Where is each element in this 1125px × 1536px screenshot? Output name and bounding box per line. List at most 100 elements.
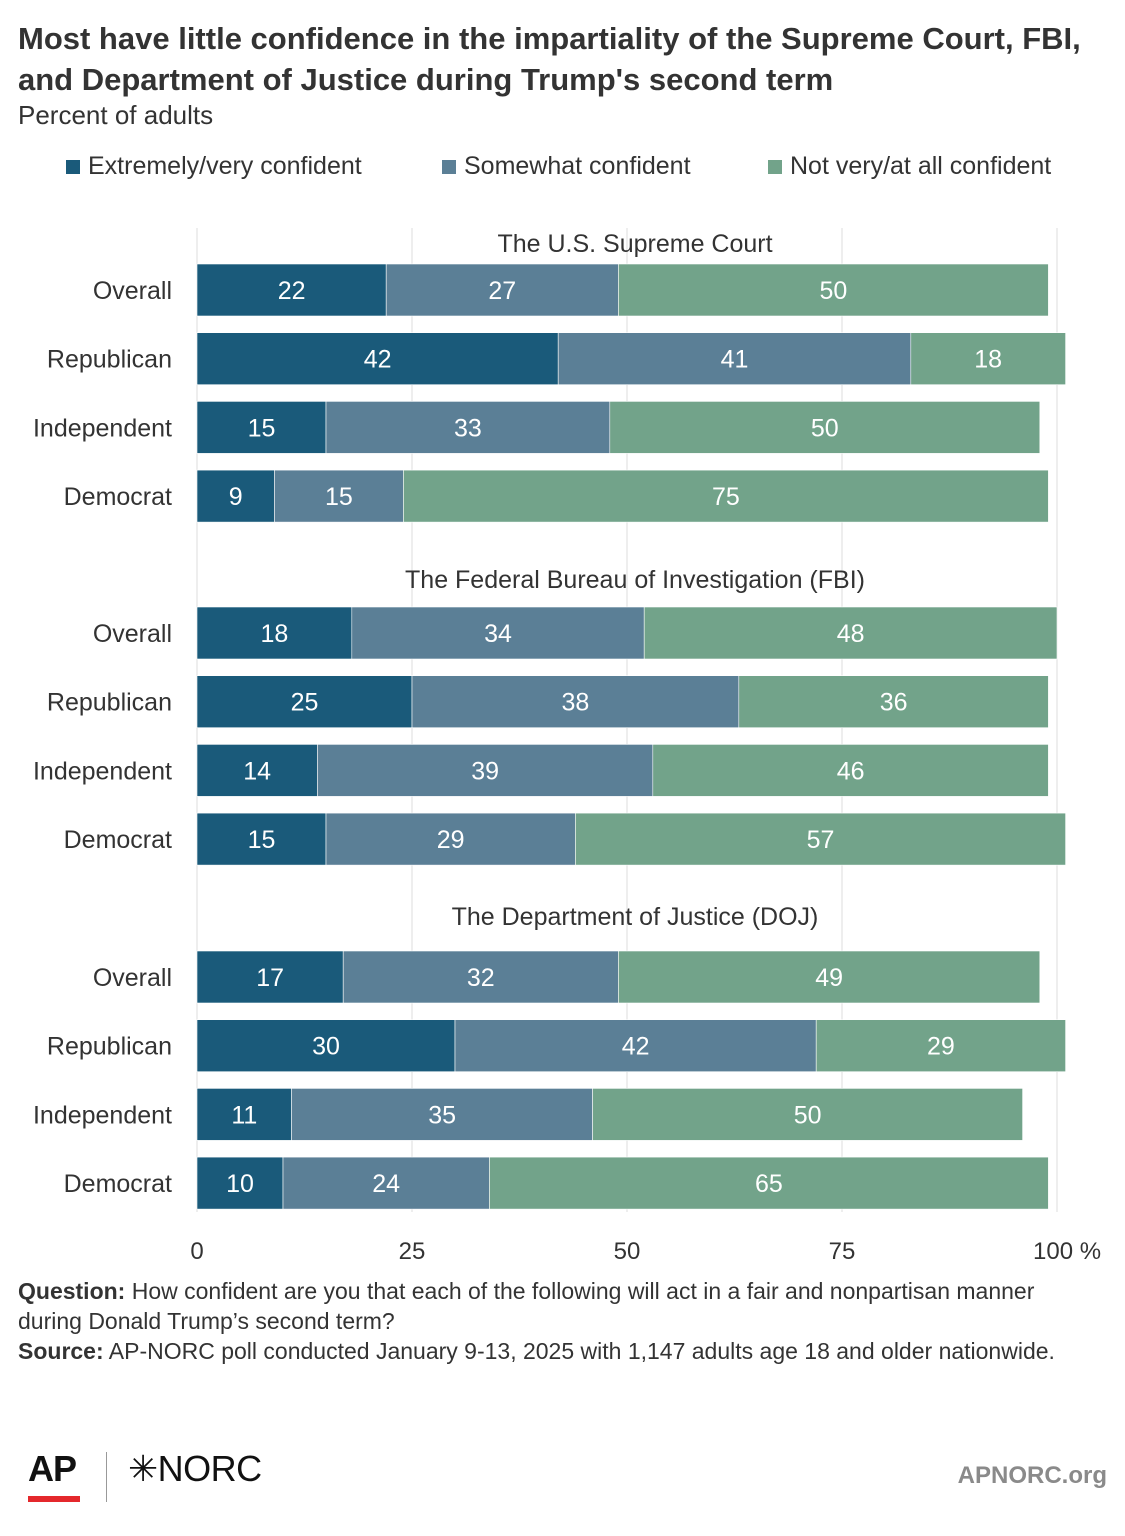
data-label-1-2-2: 46 <box>837 757 865 785</box>
row-label-0-3: Democrat <box>64 483 172 511</box>
data-label-2-3-2: 65 <box>755 1170 783 1198</box>
bar-segment-1-2-1 <box>317 744 654 797</box>
bar-segment-1-2-2 <box>652 744 1049 797</box>
bar-segment-1-1-1 <box>411 675 740 729</box>
bar-segment-2-1-2 <box>815 1019 1066 1073</box>
data-label-1-2-0: 14 <box>243 757 271 785</box>
data-label-2-2-0: 11 <box>231 1101 257 1129</box>
ap-logo-underline <box>28 1496 80 1502</box>
data-label-2-1-2: 29 <box>927 1033 955 1061</box>
legend-swatch-not-very <box>768 159 782 174</box>
bar-segment-0-3-2 <box>403 469 1049 523</box>
data-label-0-2-0: 15 <box>248 414 276 442</box>
data-label-2-1-1: 42 <box>622 1033 650 1061</box>
x-tick-label-100: 100 % <box>1033 1238 1101 1265</box>
row-label-1-0: Overall <box>93 620 172 648</box>
x-tick-label-0: 0 <box>190 1238 203 1265</box>
bar-segment-1-1-2 <box>738 675 1049 729</box>
bar-segment-2-3-2 <box>489 1156 1049 1210</box>
data-label-1-1-0: 25 <box>291 689 319 717</box>
source-label: Source: <box>18 1338 104 1364</box>
data-label-2-2-1: 35 <box>428 1101 456 1129</box>
bar-segment-1-3-1 <box>325 812 576 866</box>
bar-segment-0-2-0 <box>196 401 327 454</box>
data-label-2-1-0: 30 <box>312 1033 340 1061</box>
data-label-1-3-2: 57 <box>807 826 835 854</box>
bar-segment-2-1-1 <box>454 1019 817 1073</box>
legend-label-not-very: Not very/at all confident <box>790 152 1052 180</box>
x-tick-label-25: 25 <box>399 1238 426 1265</box>
x-tick-label-50: 50 <box>614 1238 641 1265</box>
footer: AP ✳NORC APNORC.org <box>0 1440 1125 1510</box>
legend-label-somewhat: Somewhat confident <box>464 152 691 180</box>
data-label-0-0-2: 50 <box>819 277 847 305</box>
group-title-1: The Federal Bureau of Investigation (FBI… <box>405 566 865 594</box>
legend-swatch-somewhat <box>442 159 456 174</box>
legend: Extremely/very confident Somewhat confid… <box>0 152 1125 188</box>
data-label-1-0-2: 48 <box>837 620 865 648</box>
bar-segment-2-0-2 <box>618 950 1041 1004</box>
bar-segment-0-1-2 <box>910 332 1066 386</box>
row-label-0-2: Independent <box>33 414 172 442</box>
data-label-1-1-2: 36 <box>880 689 908 717</box>
bar-segment-2-2-1 <box>291 1088 593 1141</box>
data-label-1-1-1: 38 <box>561 689 589 717</box>
data-label-2-0-0: 17 <box>256 964 284 992</box>
row-label-1-1: Republican <box>47 689 172 717</box>
data-label-0-2-1: 33 <box>454 414 482 442</box>
data-label-1-0-0: 18 <box>260 620 288 648</box>
group-title-2: The Department of Justice (DOJ) <box>452 903 819 931</box>
bar-segment-2-0-1 <box>342 950 619 1004</box>
row-label-0-0: Overall <box>93 277 172 305</box>
data-label-0-1-1: 41 <box>721 346 749 374</box>
data-label-0-2-2: 50 <box>811 414 839 442</box>
bar-segment-2-3-0 <box>196 1156 284 1210</box>
bar-segment-0-2-1 <box>325 401 611 454</box>
question-label: Question: <box>18 1278 126 1304</box>
x-tick-label-75: 75 <box>829 1238 856 1265</box>
data-label-2-0-2: 49 <box>815 964 843 992</box>
data-label-0-3-1: 15 <box>325 483 353 511</box>
bar-segment-0-0-1 <box>385 263 619 317</box>
site-link[interactable]: APNORC.org <box>957 1462 1107 1489</box>
data-label-0-1-2: 18 <box>974 346 1002 374</box>
question-text: How confident are you that each of the f… <box>18 1278 1035 1334</box>
data-label-0-0-1: 27 <box>488 277 516 305</box>
data-label-0-0-0: 22 <box>278 277 306 305</box>
bar-segment-1-1-0 <box>196 675 413 729</box>
data-label-1-0-1: 34 <box>484 620 512 648</box>
logo-divider <box>106 1452 107 1502</box>
legend-item-somewhat: Somewhat confident <box>442 152 691 181</box>
data-label-2-3-0: 10 <box>226 1170 254 1198</box>
data-label-2-2-2: 50 <box>794 1101 822 1129</box>
source-note: Source: AP-NORC poll conducted January 9… <box>18 1336 1078 1366</box>
row-label-2-2: Independent <box>33 1101 172 1129</box>
row-label-0-1: Republican <box>47 346 172 374</box>
data-label-0-1-0: 42 <box>364 346 392 374</box>
bar-segment-0-2-2 <box>609 401 1041 454</box>
legend-item-not-very: Not very/at all confident <box>768 152 1051 181</box>
bar-segment-0-1-1 <box>557 332 912 386</box>
bar-segment-0-3-0 <box>196 469 275 523</box>
bar-segment-0-0-2 <box>618 263 1049 317</box>
legend-swatch-extremely-very <box>66 159 80 174</box>
data-label-2-3-1: 24 <box>372 1170 400 1198</box>
row-label-2-1: Republican <box>47 1033 172 1061</box>
row-label-1-2: Independent <box>33 757 172 785</box>
bar-segment-2-2-2 <box>592 1088 1023 1141</box>
bar-segment-1-0-1 <box>351 606 645 660</box>
group-title-0: The U.S. Supreme Court <box>497 230 772 258</box>
chart-title: Most have little confidence in the impar… <box>18 21 1081 97</box>
chart-subtitle: Percent of adults <box>18 100 214 130</box>
norc-logo: ✳NORC <box>128 1448 262 1489</box>
question-note: Question: How confident are you that eac… <box>18 1276 1078 1336</box>
data-label-0-3-0: 9 <box>229 483 243 511</box>
bar-segment-0-1-0 <box>196 332 559 386</box>
legend-label-extremely-very: Extremely/very confident <box>88 152 362 180</box>
bar-segment-0-3-1 <box>274 469 404 523</box>
row-label-1-3: Democrat <box>64 826 172 854</box>
data-label-0-3-2: 75 <box>712 483 740 511</box>
data-label-2-0-1: 32 <box>467 964 495 992</box>
row-label-2-3: Democrat <box>64 1170 172 1198</box>
bar-segment-1-0-2 <box>643 606 1058 660</box>
